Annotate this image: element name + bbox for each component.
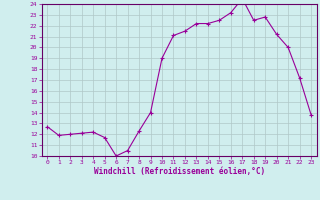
X-axis label: Windchill (Refroidissement éolien,°C): Windchill (Refroidissement éolien,°C) xyxy=(94,167,265,176)
